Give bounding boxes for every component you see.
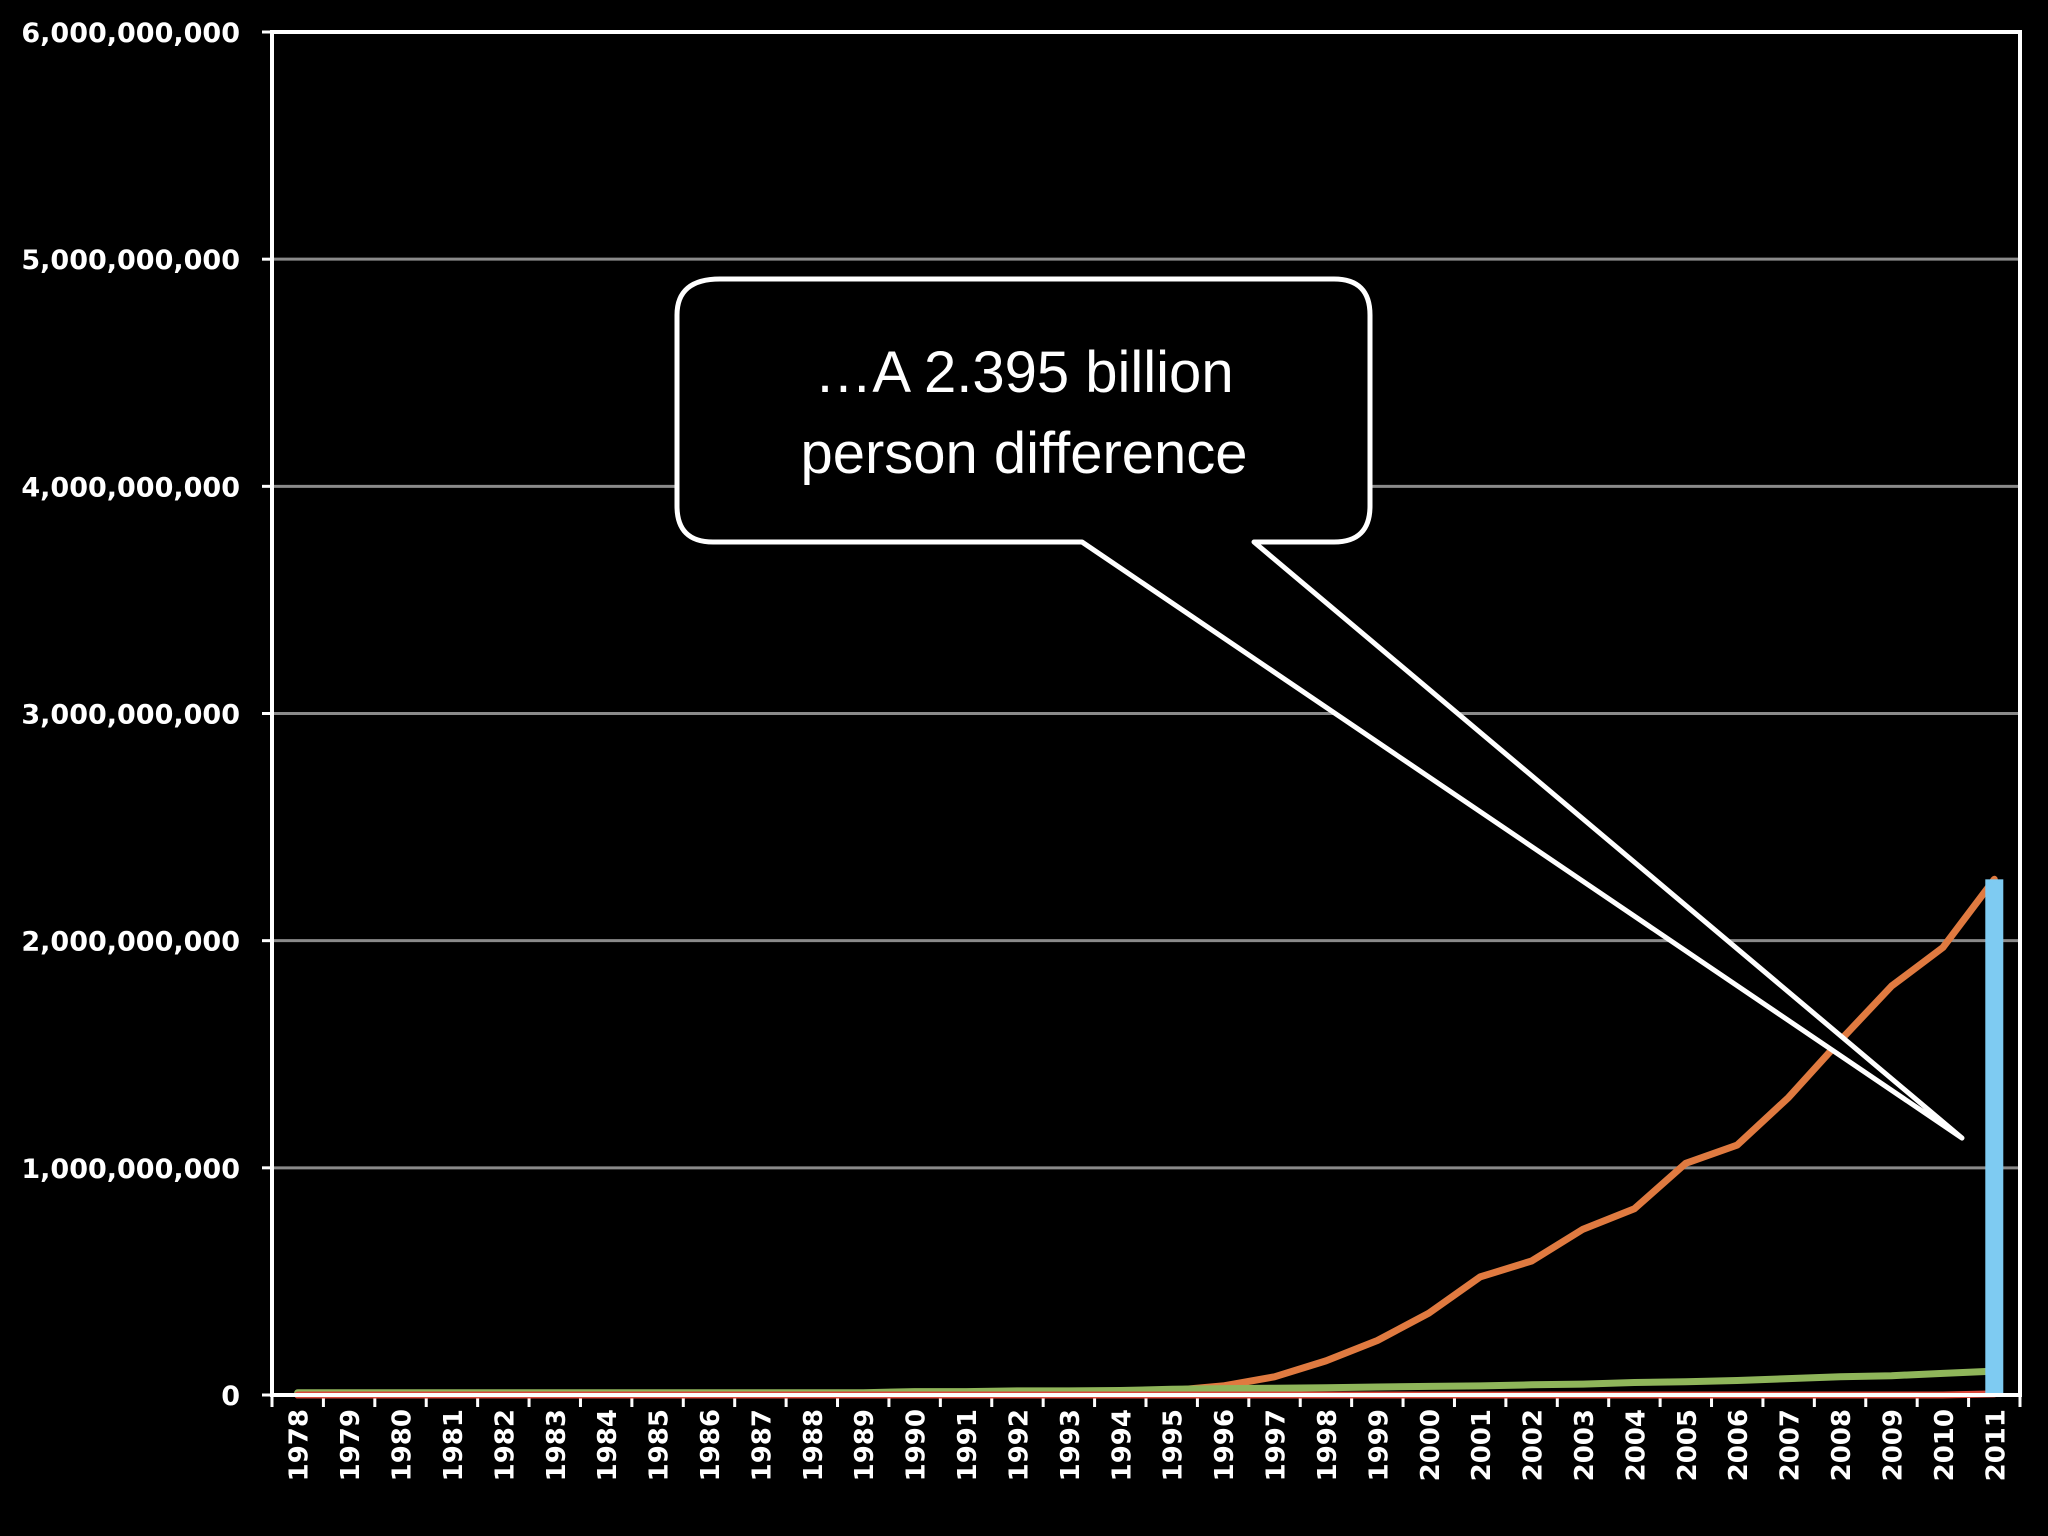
y-tick-label: 6,000,000,000 <box>21 18 240 49</box>
x-tick-label: 1980 <box>388 1409 418 1481</box>
x-tick-label: 1990 <box>902 1409 932 1481</box>
x-tick-label: 2008 <box>1827 1409 1857 1481</box>
x-tick-label: 1986 <box>696 1409 726 1481</box>
x-tick-label: 1978 <box>285 1409 315 1481</box>
x-tick-label: 2009 <box>1878 1409 1908 1481</box>
y-tick-label: 1,000,000,000 <box>21 1154 240 1185</box>
x-axis: 1978 1979 1980 1981 1982 1983 1984 1985 1986 1987… <box>270 1395 2022 1481</box>
x-tick-label: 2010 <box>1930 1409 1960 1481</box>
x-tick-label: 1988 <box>799 1409 829 1481</box>
plot-frame <box>270 30 2022 1397</box>
y-tick-label: 2,000,000,000 <box>21 927 240 958</box>
x-tick-label: 1998 <box>1313 1409 1343 1481</box>
plot-border <box>270 30 2022 1397</box>
callout-line-1: …A 2.395 billion <box>814 340 1233 405</box>
x-tick-label: 2002 <box>1519 1409 1549 1481</box>
x-tick-label: 1994 <box>1107 1409 1137 1481</box>
y-tick-label: 0 <box>221 1381 240 1412</box>
y-tick-label: 4,000,000,000 <box>21 472 240 503</box>
x-tick-label: 2006 <box>1724 1409 1754 1481</box>
x-tick-label: 1982 <box>490 1409 520 1481</box>
callout: …A 2.395 billion person difference <box>674 276 1965 1141</box>
x-tick-label: 1983 <box>542 1409 572 1481</box>
y-tick-label: 5,000,000,000 <box>21 245 240 276</box>
x-tick-label: 2011 <box>1981 1409 2011 1481</box>
x-tick-label: 1993 <box>1056 1409 1086 1481</box>
difference-bar <box>1985 879 2004 1395</box>
x-tick-label: 1979 <box>336 1409 366 1481</box>
x-tick-label: 1991 <box>953 1409 983 1481</box>
x-tick-label: 2000 <box>1416 1409 1446 1481</box>
callout-line-2: person difference <box>800 421 1247 486</box>
x-tick-label: 1984 <box>593 1409 623 1481</box>
x-tick-label: 1985 <box>645 1409 675 1481</box>
x-tick-label: 1996 <box>1210 1409 1240 1481</box>
y-tick-label: 3,000,000,000 <box>21 700 240 731</box>
x-tick-label: 2007 <box>1776 1409 1806 1481</box>
x-tick-label: 1992 <box>1004 1409 1034 1481</box>
x-tick-label: 1981 <box>439 1409 469 1481</box>
y-axis: 0 1,000,000,000 2,000,000,000 3,000,000,000… <box>21 18 272 1412</box>
x-tick-label: 2004 <box>1621 1409 1651 1481</box>
x-tick-label: 1999 <box>1364 1409 1394 1481</box>
x-tick-label: 2001 <box>1467 1409 1497 1481</box>
x-tick-label: 1995 <box>1159 1409 1189 1481</box>
x-tick-label: 1997 <box>1262 1409 1292 1481</box>
difference-bar-layer <box>1985 879 2004 1395</box>
x-tick-label: 2003 <box>1570 1409 1600 1481</box>
callout-bubble <box>674 276 1965 1141</box>
x-tick-label: 1987 <box>747 1409 777 1481</box>
x-tick-label: 1989 <box>850 1409 880 1481</box>
x-tick-label: 2005 <box>1673 1409 1703 1481</box>
